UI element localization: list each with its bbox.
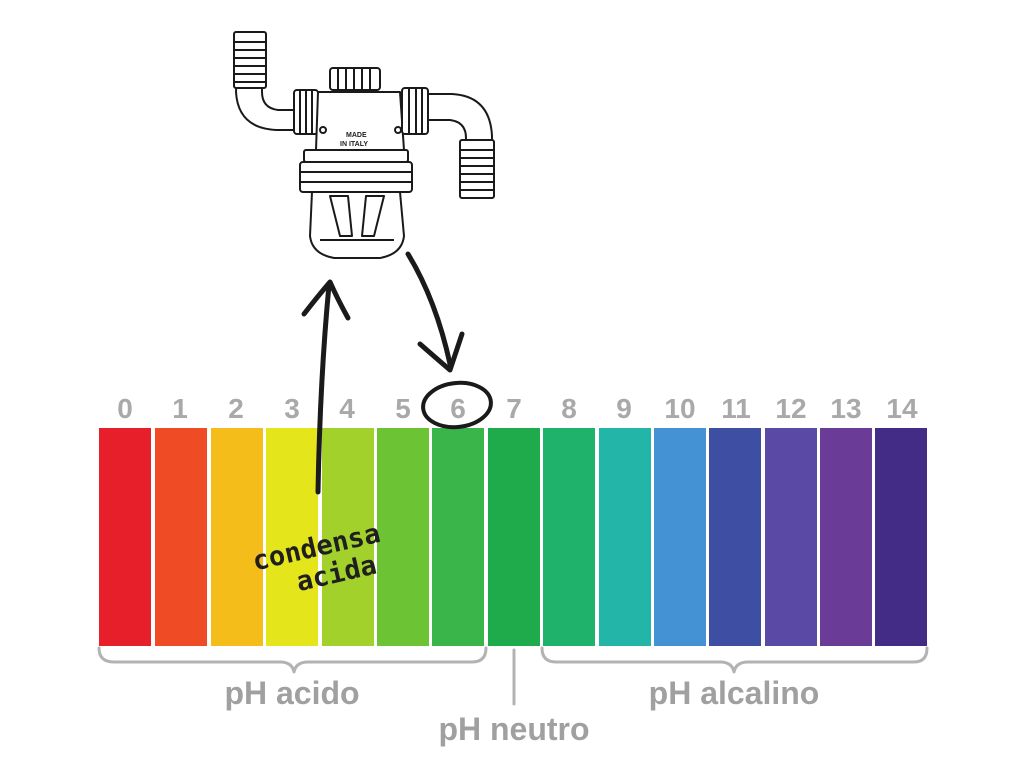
ph-bar-14 [875,428,927,646]
ph-number-1: 1 [172,393,188,424]
device-marking-made: MADE [346,132,367,139]
left-hose-ribs [233,31,267,89]
ph-bar-3 [266,428,318,646]
ph-number-6: 6 [450,393,466,424]
ph-bar-2 [211,428,263,646]
ph-number-10: 10 [664,393,695,424]
ph-color-bars [99,428,927,646]
ph-number-0: 0 [117,393,133,424]
ph-number-11: 11 [721,393,751,424]
ph-number-2: 2 [228,393,244,424]
alkaline-label: pH alcalino [649,675,820,711]
ph-number-7: 7 [506,393,522,424]
device-marking-italy: IN ITALY [340,141,368,148]
ph-bar-4 [322,428,374,646]
alkaline-bracket [540,646,929,674]
ph-bar-0 [99,428,151,646]
acid-label: pH acido [224,675,359,711]
condensate-neutralizer-device [233,31,495,259]
neutral-label: pH neutro [438,711,589,747]
ph-bar-6 [432,428,484,646]
acid-bracket [97,646,488,674]
ph-bar-11 [709,428,761,646]
ph-number-8: 8 [561,393,577,424]
ph-number-5: 5 [395,393,411,424]
ph-number-14: 14 [886,393,918,424]
ph-bar-8 [543,428,595,646]
ph-bar-12 [765,428,817,646]
device-collar [303,149,409,163]
arrow-up-icon [301,279,351,495]
ph-bar-1 [155,428,207,646]
ph-number-13: 13 [830,393,861,424]
arrow-down-icon [405,251,465,373]
ph-bar-5 [377,428,429,646]
ph-number-9: 9 [616,393,632,424]
ph-bar-9 [599,428,651,646]
highlight-circle [421,380,493,430]
ph-number-row: 0 1 2 3 4 5 6 7 8 9 10 11 12 13 14 [117,393,918,424]
ph-bar-10 [654,428,706,646]
ph-number-4: 4 [339,393,355,424]
right-hose-ribs [459,139,495,199]
group-brackets [97,646,929,706]
ph-number-3: 3 [284,393,300,424]
ph-number-12: 12 [775,393,806,424]
device-bowl [309,191,405,259]
ph-bar-7 [488,428,540,646]
ph-bar-13 [820,428,872,646]
